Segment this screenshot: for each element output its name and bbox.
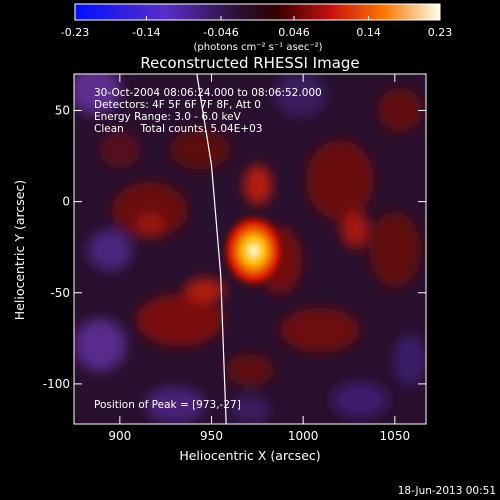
chart-title: Reconstructed RHESSI Image: [140, 54, 359, 72]
x-tick-label: 900: [108, 429, 131, 443]
annotation-energy: Energy Range: 3.0 - 6.0 keV: [94, 111, 242, 123]
x-axis-label: Heliocentric X (arcsec): [179, 448, 320, 463]
x-tick-label: 950: [200, 429, 223, 443]
annotation-clean: Clean Total counts: 5.04E+03: [94, 123, 263, 135]
y-axis-label: Heliocentric Y (arcsec): [12, 180, 27, 320]
y-tick-label: 50: [55, 103, 70, 117]
x-tick-label: 1050: [380, 429, 411, 443]
x-tick-label: 1000: [288, 429, 319, 443]
annotation-time: 30-Oct-2004 08:06:24.000 to 08:06:52.000: [94, 87, 322, 99]
heatmap: [74, 74, 426, 424]
annotation-detectors: Detectors: 4F 5F 6F 7F 8F, Att 0: [94, 99, 261, 111]
colorbar-tick-label: 0.046: [278, 26, 310, 39]
y-tick-label: 0: [62, 195, 70, 209]
y-tick-label: -50: [50, 286, 70, 300]
colorbar-label: (photons cm⁻² s⁻¹ asec⁻²): [193, 42, 322, 53]
colorbar-tick-label: -0.046: [203, 26, 238, 39]
colorbar-tick-label: 0.23: [428, 26, 453, 39]
axis-ticks: 900 950 1000 1050 50 0 -50 -100: [43, 74, 426, 443]
plot-frame: [73, 73, 427, 425]
y-tick-label: -100: [43, 377, 70, 391]
solar-limb: [196, 73, 227, 425]
colorbar: [74, 3, 441, 21]
colorbar-tick-label: 0.14: [356, 26, 381, 39]
colorbar-tick-label: -0.23: [61, 26, 89, 39]
peak-position-label: Position of Peak = [973,-27]: [94, 399, 241, 411]
peak-source: [219, 210, 288, 291]
timestamp: 18-Jun-2013 00:51: [398, 485, 496, 497]
colorbar-tick-label: -0.14: [132, 26, 160, 39]
colorbar-ticks: -0.23 -0.14 -0.046 0.046 0.14 0.23: [61, 16, 452, 39]
